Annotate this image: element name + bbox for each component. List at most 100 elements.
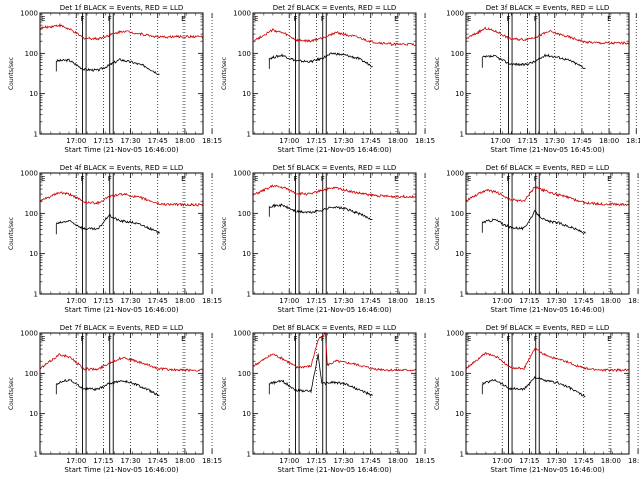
y-axis-label: Counts/sec — [8, 377, 15, 410]
chart-panel: Det 1f BLACK = Events, RED = LLD Counts/s… — [8, 4, 222, 154]
x-tick-label: 18:00 — [175, 137, 195, 145]
interval-marker-label: F — [507, 335, 511, 343]
interval-marker-label: E — [394, 335, 398, 343]
x-tick-label: 17:00 — [492, 297, 512, 305]
x-tick-label: 18:15 — [628, 297, 640, 305]
y-axis-label: Counts/sec — [8, 57, 15, 90]
y-tick-label: 1 — [460, 291, 464, 299]
x-tick-label: 17:30 — [333, 297, 353, 305]
x-tick-label: 17:15 — [306, 457, 326, 465]
x-tick-label: 18:15 — [202, 457, 222, 465]
interval-marker-label: F — [81, 335, 85, 343]
lld-series-line — [465, 185, 630, 207]
interval-marker-label: E — [467, 335, 471, 343]
x-tick-label: 17:00 — [279, 297, 299, 305]
x-tick-label: 18:15 — [626, 137, 640, 145]
interval-marker-label: F — [321, 175, 325, 183]
x-tick-label: 17:15 — [93, 457, 113, 465]
chart-panel: Det 8f BLACK = Events, RED = LLD Counts/s… — [221, 324, 435, 474]
plot-frame — [39, 332, 204, 455]
interval-marker-label: F — [108, 175, 112, 183]
plot-frame — [465, 12, 630, 135]
y-tick-label: 1000 — [233, 10, 251, 18]
y-tick-label: 100 — [238, 50, 251, 58]
y-tick-label: 10 — [455, 90, 464, 98]
x-tick-label: 17:00 — [279, 137, 299, 145]
x-tick-label: 18:00 — [175, 297, 195, 305]
x-axis-label: Start Time (21-Nov-05 16:46:00) — [64, 146, 178, 154]
y-tick-label: 1 — [34, 451, 38, 459]
lld-series-line — [252, 27, 417, 47]
x-tick-label: 17:15 — [306, 297, 326, 305]
interval-marker-label: F — [294, 335, 298, 343]
interval-marker-label: E — [254, 335, 258, 343]
y-tick-label: 10 — [29, 250, 38, 258]
y-tick-label: 100 — [25, 210, 38, 218]
x-tick-label: 17:30 — [333, 137, 353, 145]
interval-marker-label: E — [41, 175, 45, 183]
x-axis-label: Start Time (21-Nov-05 16:46:00) — [64, 306, 178, 314]
x-tick-label: 17:00 — [492, 457, 512, 465]
interval-marker-label: E — [394, 175, 398, 183]
chart-panel: Det 6f BLACK = Events, RED = LLD Counts/s… — [434, 164, 640, 314]
interval-marker-label: F — [507, 15, 511, 23]
y-tick-label: 1 — [247, 131, 251, 139]
x-tick-label: 17:15 — [93, 297, 113, 305]
y-axis-label: Counts/sec — [434, 57, 441, 90]
interval-marker-label: F — [321, 335, 325, 343]
interval-marker-label: E — [467, 175, 471, 183]
events-series-line — [269, 203, 373, 221]
x-axis-label: Start Time (21-Nov-05 16:46:00) — [277, 466, 391, 474]
events-series-line — [56, 58, 160, 76]
y-tick-label: 1000 — [20, 170, 38, 178]
y-tick-label: 1 — [34, 131, 38, 139]
lld-series-line — [39, 353, 203, 373]
x-axis-label: Start Time (21-Nov-05 16:45:00) — [490, 146, 604, 154]
events-series-line — [482, 53, 586, 70]
chart-title: Det 5f BLACK = Events, RED = LLD — [273, 164, 396, 172]
interval-marker-label: F — [507, 175, 511, 183]
x-axis-label: Start Time (21-Nov-05 16:46:00) — [64, 466, 178, 474]
interval-marker-label: F — [534, 175, 538, 183]
x-tick-label: 17:00 — [279, 457, 299, 465]
y-tick-label: 1000 — [446, 330, 464, 338]
y-tick-label: 1000 — [233, 170, 251, 178]
y-tick-label: 1 — [460, 131, 464, 139]
interval-marker-label: E — [41, 15, 45, 23]
x-axis-label: Start Time (21-Nov-05 16:46:00) — [490, 466, 604, 474]
y-tick-label: 100 — [451, 50, 464, 58]
x-tick-label: 17:00 — [66, 297, 86, 305]
x-tick-label: 17:45 — [361, 457, 381, 465]
interval-marker-label: E — [607, 175, 611, 183]
interval-marker-label: E — [181, 15, 185, 23]
interval-marker-label: E — [181, 175, 185, 183]
x-tick-label: 18:15 — [628, 457, 640, 465]
chart-title: Det 3f BLACK = Events, RED = LLD — [486, 4, 609, 12]
x-tick-label: 17:30 — [546, 457, 566, 465]
x-tick-label: 18:00 — [601, 457, 621, 465]
interval-marker-label: F — [108, 335, 112, 343]
chart-panel: Det 7f BLACK = Events, RED = LLD Counts/s… — [8, 324, 222, 474]
x-tick-label: 18:15 — [415, 137, 435, 145]
x-tick-label: 18:15 — [415, 297, 435, 305]
y-tick-label: 100 — [238, 210, 251, 218]
chart-title: Det 7f BLACK = Events, RED = LLD — [60, 324, 183, 332]
x-tick-label: 17:45 — [148, 297, 168, 305]
x-tick-label: 18:00 — [388, 457, 408, 465]
plot-frame — [252, 172, 417, 295]
chart-panel: Det 5f BLACK = Events, RED = LLD Counts/s… — [221, 164, 435, 314]
x-tick-label: 17:30 — [120, 297, 140, 305]
interval-marker-label: F — [294, 15, 298, 23]
x-tick-label: 17:15 — [93, 137, 113, 145]
y-tick-label: 1000 — [233, 330, 251, 338]
y-tick-label: 100 — [451, 210, 464, 218]
interval-marker-label: E — [254, 175, 258, 183]
x-tick-label: 18:00 — [388, 137, 408, 145]
chart-title: Det 8f BLACK = Events, RED = LLD — [273, 324, 396, 332]
y-tick-label: 10 — [242, 410, 251, 418]
lld-series-line — [39, 22, 204, 41]
chart-title: Det 4f BLACK = Events, RED = LLD — [60, 164, 183, 172]
chart-panel: Det 9f BLACK = Events, RED = LLD Counts/s… — [434, 324, 640, 474]
chart-title: Det 9f BLACK = Events, RED = LLD — [486, 324, 609, 332]
interval-marker-label: E — [607, 335, 611, 343]
